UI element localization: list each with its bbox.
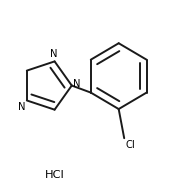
Text: N: N bbox=[73, 79, 80, 89]
Text: Cl: Cl bbox=[125, 140, 135, 150]
Text: HCl: HCl bbox=[45, 170, 65, 180]
Text: N: N bbox=[18, 102, 25, 112]
Text: N: N bbox=[50, 49, 57, 59]
